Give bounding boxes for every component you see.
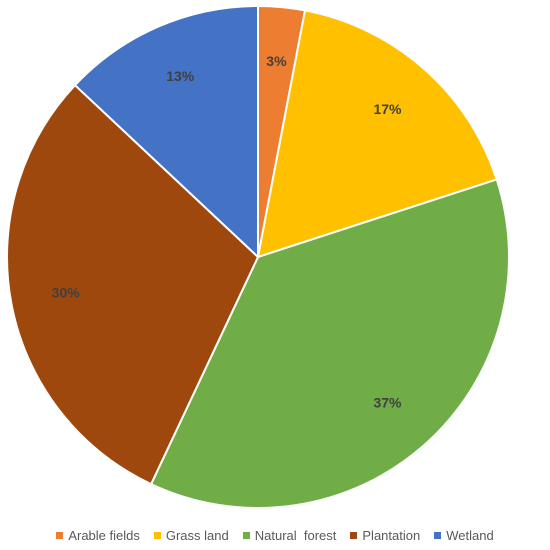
legend-label-plantation: Plantation [362, 527, 421, 543]
slice-label-plantation: 30% [52, 284, 81, 300]
chart-legend: Arable fields Grass land Natural forest … [0, 524, 550, 546]
legend-swatch-plantation [350, 531, 358, 539]
pie-plot-area: 3% 17% 37% 30% 13% [6, 5, 511, 509]
slice-label-wetland: 13% [166, 68, 195, 84]
legend-item-arable-fields: Arable fields [56, 528, 140, 543]
legend-item-plantation: Plantation [350, 528, 420, 543]
legend-item-natural-forest: Natural forest [242, 527, 337, 543]
legend-swatch-arable-fields [56, 531, 64, 539]
slice-label-grass-land: 17% [373, 101, 402, 117]
slice-label-arable-fields: 3% [266, 53, 287, 69]
legend-swatch-natural-forest [242, 531, 250, 539]
legend-item-grass-land: Grass land [153, 527, 229, 543]
legend-label-grass-land: Grass land [165, 527, 229, 543]
legend-swatch-grass-land [153, 531, 161, 539]
pie-slice-natural-forest [150, 178, 511, 509]
legend-swatch-wetland [434, 531, 442, 539]
legend-item-wetland: Wetland [434, 527, 494, 543]
slice-label-natural-forest: 37% [373, 395, 402, 411]
legend-label-natural-forest: Natural forest [254, 527, 337, 543]
legend-label-arable-fields: Arable fields [68, 527, 140, 543]
pie-slice-grass-land [257, 9, 498, 258]
pie-slice-plantation [6, 84, 259, 486]
pie-slice-wetland [74, 5, 259, 258]
legend-label-wetland: Wetland [446, 527, 494, 543]
